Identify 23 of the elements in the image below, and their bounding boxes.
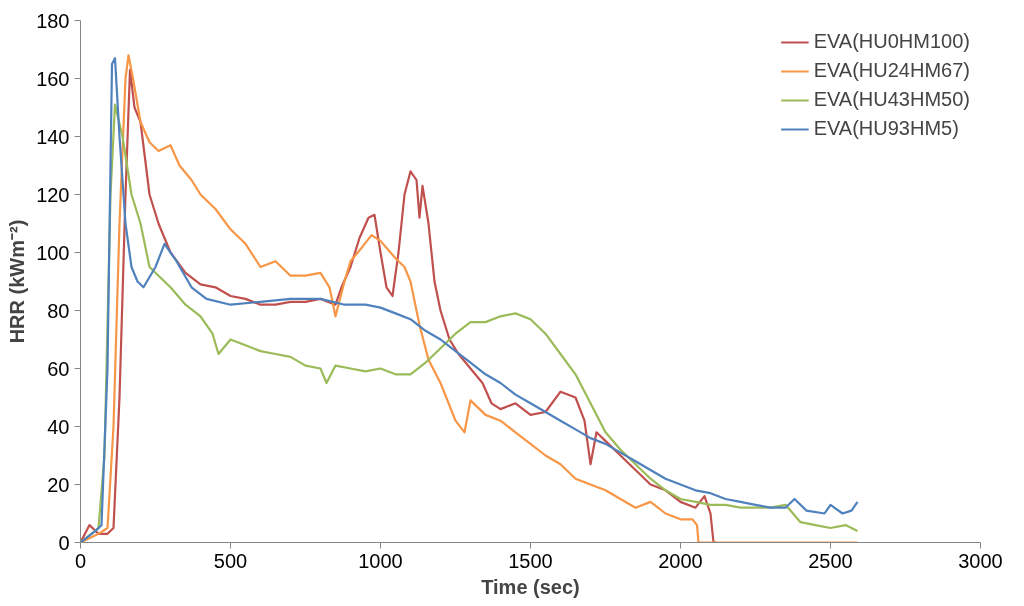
y-axis-title: HRR (kWm⁻²) <box>6 219 29 344</box>
legend-label: EVA(HU0HM100) <box>813 30 970 53</box>
legend-label: EVA(HU24HM67) <box>813 59 970 82</box>
y-tick-label: 0 <box>58 531 70 554</box>
y-tick-label: 140 <box>36 125 70 148</box>
legend-label: EVA(HU93HM5) <box>813 117 959 140</box>
y-tick-label: 100 <box>36 241 70 264</box>
y-tick-label: 60 <box>47 357 70 380</box>
x-tick-label: 2500 <box>808 549 853 572</box>
x-tick-label: 2000 <box>658 549 703 572</box>
x-tick-label: 1500 <box>508 549 553 572</box>
y-tick-label: 120 <box>36 183 70 206</box>
y-tick-label: 20 <box>47 473 70 496</box>
legend-label: EVA(HU43HM50) <box>813 88 970 111</box>
x-tick-label: 1000 <box>358 549 403 572</box>
y-tick-label: 40 <box>47 415 70 438</box>
y-tick-label: 160 <box>36 67 70 90</box>
y-tick-label: 180 <box>36 9 70 32</box>
x-tick-label: 0 <box>74 549 87 572</box>
x-tick-label: 3000 <box>958 549 1003 572</box>
x-axis-title: Time (sec) <box>481 575 580 598</box>
x-tick-label: 500 <box>213 549 248 572</box>
y-tick-label: 80 <box>47 299 70 322</box>
